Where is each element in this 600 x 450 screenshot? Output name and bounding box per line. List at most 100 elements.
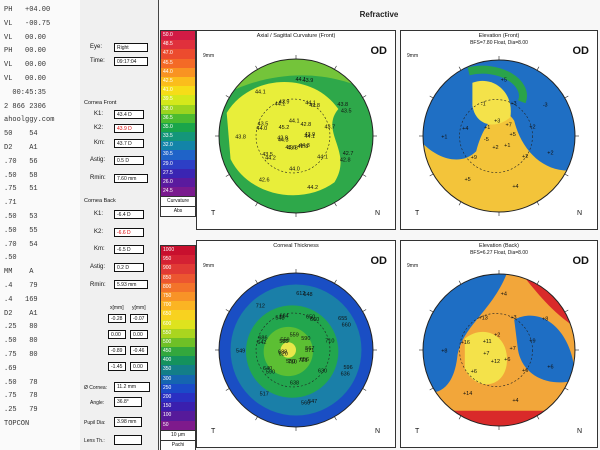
map-value: +9: [471, 155, 477, 161]
cf-k1-value: 43.4 D: [114, 110, 144, 119]
receipt-strip: PH +04.00 VL -00.75 VL 00.00 PH 00.00 VL 00.…: [0, 0, 81, 450]
map-value: 656: [300, 357, 309, 363]
scale-cell: 41.0: [161, 86, 195, 96]
map-value: +16: [461, 340, 470, 346]
scale-cell: 750: [161, 291, 195, 302]
y-header: y[mm]: [132, 305, 146, 311]
scale-cell: 700: [161, 301, 195, 311]
angle-tick: [458, 201, 462, 206]
receipt-line: .4 79: [4, 282, 38, 290]
map-value: 44.1: [289, 118, 300, 124]
map-value: 612: [296, 291, 305, 297]
map-value: 517: [260, 391, 269, 397]
temporal-label: T: [211, 428, 216, 435]
map-value: 548: [275, 315, 284, 321]
receipt-line: .25 79: [4, 406, 38, 415]
map-region: [467, 65, 527, 104]
angle-tick: [362, 174, 367, 177]
map-region: [423, 274, 507, 393]
scale-cell: 450: [161, 347, 195, 357]
map-value: +6: [522, 368, 528, 374]
cf-k2-value: 43.9 D: [114, 124, 144, 133]
map-value: +6: [547, 365, 553, 371]
receipt-line: .25 80: [4, 323, 38, 332]
map-value: 721: [298, 358, 307, 364]
pupil-offset-cell: -0.46: [130, 346, 148, 355]
map-value: 650: [306, 315, 315, 321]
angle-tick: [536, 201, 540, 206]
map-value: 42.8: [277, 136, 288, 142]
scale-cell: 1000: [161, 246, 195, 256]
map-value: 44.2: [265, 155, 276, 161]
scale-cell: 50: [161, 420, 195, 430]
scale-cell: 600: [161, 319, 195, 329]
receipt-line: MM A: [4, 268, 34, 277]
map-value: 590: [301, 336, 310, 342]
angle-tick: [255, 65, 258, 70]
thickness-title: Corneal Thickness: [273, 243, 319, 249]
map-value: +5: [501, 77, 507, 83]
map-value: +3: [494, 118, 500, 124]
map-value: 43.6: [285, 145, 296, 151]
receipt-line: D2 A1: [4, 144, 38, 152]
angle-tick: [429, 95, 434, 99]
angle-tick: [334, 202, 337, 207]
pupil-offset-cell: -1.45: [108, 362, 126, 371]
scale-cell: 30.5: [161, 150, 195, 160]
map-value: +2: [547, 151, 553, 157]
angle-tick: [255, 202, 258, 207]
receipt-line: VL 00.00: [4, 75, 47, 83]
map-region: [514, 315, 575, 383]
parameters-panel: Eye: Right Time: 09:17:04 Cornea Front K…: [80, 0, 159, 450]
cf-rmin-label: Rmin:: [90, 175, 106, 181]
map-value: +7: [506, 122, 512, 128]
thickness-eye-label: OD: [370, 255, 388, 267]
map-value: 642: [257, 340, 266, 346]
map-svg: +7+6+4+6+16+8+12+13+6+7+3+4+11 +9+14+2+6+…: [415, 270, 582, 435]
map-value: 567: [305, 346, 314, 352]
map-value: 596: [344, 365, 353, 371]
elev-back-mm-label: 9mm: [407, 263, 419, 269]
elev-front-eye-label: OD: [572, 45, 590, 57]
map-region: [423, 410, 575, 426]
map-value: +9: [529, 339, 535, 345]
map-region: [280, 342, 296, 358]
map-value: 44.1: [304, 134, 315, 140]
receipt-line: .75 80: [4, 351, 38, 359]
angle-value: 36.8°: [114, 397, 142, 407]
scale-cell: 950: [161, 255, 195, 265]
corneal-thickness-map: 567 590 612 656 642 655 710 548 596 620 650 547 585 7…: [196, 240, 396, 448]
temporal-label: T: [415, 210, 420, 217]
map-svg: +5+9+5+1+4-3+2-1+2-5+3+4+1 +2+5+3+2+1+7T N: [415, 56, 582, 217]
angle-tick: [255, 416, 258, 421]
nasal-label: N: [375, 428, 380, 435]
curvature-color-scale: 50.0 48.5 47.0 45.5 44.0 42.5 41.0 39.5 38.0 36.5…: [160, 30, 196, 218]
scale-cell: 26.0: [161, 178, 195, 188]
map-value: +2: [522, 154, 528, 160]
cb-km-value: -6.5 D: [114, 245, 144, 254]
map-value: 42.8: [309, 103, 320, 109]
elev-front-mm-label: 9mm: [407, 53, 419, 59]
eye-label: Eye:: [90, 44, 103, 50]
angle-tick: [334, 65, 337, 70]
map-value: +8: [441, 348, 447, 354]
axial-mm-label: 9mm: [203, 53, 215, 59]
map-value: 660: [342, 323, 351, 329]
refractive-title: Refractive: [359, 10, 399, 19]
elev-back-eye-label: OD: [572, 255, 590, 267]
pupil-offset-cell: -0.07: [130, 314, 148, 323]
cf-k2-label: K2:: [94, 125, 104, 131]
angle-tick: [255, 279, 258, 284]
cb-rmin-value: 5.93 mm: [114, 280, 148, 289]
map-value: +11: [483, 339, 492, 345]
cf-km-value: 43.7 D: [114, 139, 144, 148]
pupil-dia-label: Pupil Dia:: [84, 420, 106, 426]
map-value: 43.7: [324, 125, 335, 131]
angle-tick: [564, 387, 569, 391]
map-value: 560: [301, 401, 310, 407]
map-value: 638: [290, 381, 299, 387]
scale-footer: Curvature: [161, 196, 195, 207]
map-value: +3: [510, 101, 516, 107]
scale-cell: 500: [161, 337, 195, 348]
map-value: 44.1: [275, 101, 286, 107]
